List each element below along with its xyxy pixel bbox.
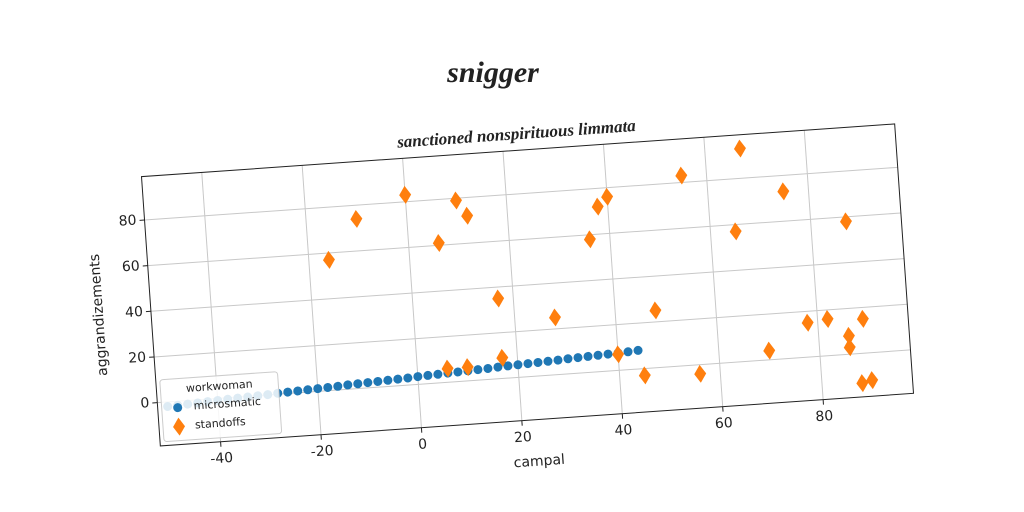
diamond-point (461, 206, 474, 225)
point (493, 362, 503, 372)
point (313, 384, 323, 394)
diamond-point (492, 289, 505, 308)
point (563, 354, 573, 364)
diamond-point (843, 338, 856, 357)
diamond-point (821, 310, 834, 329)
diamond-point (729, 222, 742, 241)
x-tick-label: 60 (714, 415, 733, 432)
diamond-point (733, 139, 746, 158)
point (583, 351, 593, 361)
point (483, 363, 493, 373)
diamond-point (441, 359, 454, 378)
point (343, 380, 353, 390)
chart-title: snigger (446, 56, 539, 89)
grid-line (144, 166, 898, 221)
diamond-point (350, 209, 363, 228)
diamond-point (432, 234, 445, 252)
legend-box (159, 371, 283, 442)
point (513, 360, 523, 370)
point (413, 372, 423, 382)
point (433, 369, 443, 379)
diamond-point (612, 345, 625, 364)
point (393, 374, 403, 384)
diamond-point (694, 364, 707, 383)
point (293, 386, 303, 396)
diamond-point (450, 191, 462, 210)
point (403, 373, 413, 383)
diamond-point (601, 187, 614, 206)
diamond-point (856, 309, 869, 328)
point (473, 365, 483, 375)
legend-label: standoffs (195, 415, 247, 432)
grid-line (157, 349, 911, 404)
diamond-point (638, 366, 651, 385)
y-tick-label: 20 (128, 350, 147, 367)
diamond-point (549, 308, 561, 327)
diamond-point (591, 197, 604, 216)
point (453, 367, 463, 377)
y-tick-label: 80 (118, 213, 137, 230)
diamond-point (801, 313, 814, 332)
y-tick-label: 40 (125, 304, 144, 321)
point (573, 353, 583, 363)
point (623, 347, 633, 357)
diamond-point (399, 185, 412, 204)
point (353, 379, 363, 389)
diamond-point (649, 301, 662, 320)
point (533, 357, 543, 367)
legend-marker (173, 417, 186, 436)
diamond-point (322, 250, 335, 269)
legend-marker (173, 403, 183, 413)
point (603, 349, 613, 359)
diamond-point (496, 348, 509, 367)
point (363, 378, 373, 388)
point (373, 376, 383, 386)
point (333, 381, 343, 391)
grid-line (154, 303, 908, 358)
diamond-point (461, 358, 474, 377)
y-axis-label: aggrandizements (87, 253, 111, 376)
grid-line (147, 212, 901, 267)
grid-line (150, 258, 905, 312)
diamond-point (675, 166, 688, 185)
y-tick-label: 0 (140, 395, 150, 412)
diamond-point (583, 230, 596, 249)
point (523, 359, 533, 369)
legend-title: workwoman (186, 377, 254, 395)
x-tick-label: 40 (614, 422, 633, 439)
diamond-point (839, 212, 852, 231)
x-tick-label: 0 (418, 436, 428, 453)
point (503, 361, 513, 371)
point (633, 345, 643, 355)
point (593, 350, 603, 360)
x-tick-label: -40 (210, 450, 234, 468)
y-tick-label: 60 (121, 258, 140, 275)
point (283, 387, 293, 397)
point (303, 385, 313, 395)
x-tick-label: 80 (815, 408, 834, 425)
diamond-point (777, 182, 790, 201)
chart-subtitle: sanctioned nonspirituous limmata (396, 116, 637, 152)
point (553, 355, 563, 365)
x-tick-label: -20 (310, 443, 334, 461)
plot-area: sanctioned nonspirituous limmata campal … (87, 116, 915, 472)
x-tick-label: 20 (514, 429, 533, 446)
point (423, 370, 433, 380)
plot-frame (140, 123, 915, 447)
point (323, 382, 333, 392)
diamond-point (763, 341, 776, 360)
diamond-point (866, 371, 879, 390)
legend-label: microsmatic (193, 395, 261, 413)
point (543, 356, 553, 366)
point (383, 375, 393, 385)
x-axis-label: campal (513, 452, 565, 472)
diamond-point (842, 326, 855, 345)
diamond-point (856, 374, 869, 393)
